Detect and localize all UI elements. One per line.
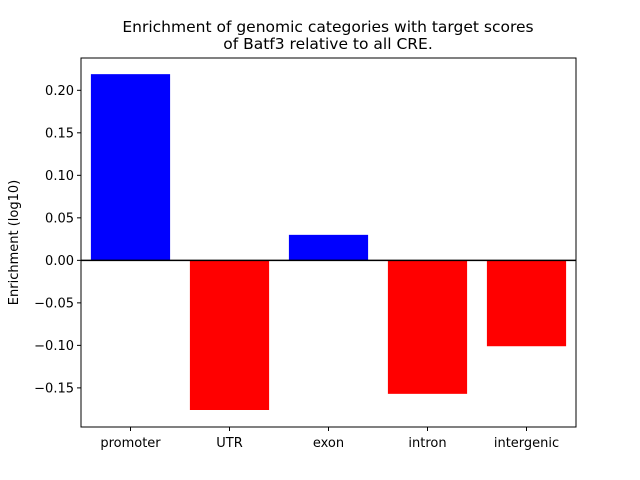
bar-intron	[387, 260, 468, 394]
bar-intergenic	[486, 260, 567, 347]
y-tick-label: 0.15	[45, 126, 74, 141]
bar-promoter	[90, 74, 171, 261]
x-tick-label-intron: intron	[408, 436, 446, 451]
chart-title: Enrichment of genomic categories with ta…	[122, 18, 533, 53]
y-tick-label: 0.00	[45, 254, 74, 269]
y-tick-label: −0.05	[34, 296, 74, 311]
y-tick-label: −0.10	[34, 339, 74, 354]
x-tick-label-promoter: promoter	[100, 436, 161, 451]
x-axis: promoter UTR exon intron intergenic	[100, 427, 559, 451]
bar-series	[90, 74, 567, 410]
y-tick-label: 0.20	[45, 84, 74, 99]
chart-title-line-2: of Batf3 relative to all CRE.	[223, 35, 433, 53]
x-tick-label-exon: exon	[313, 436, 344, 451]
y-tick-label: −0.15	[34, 381, 74, 396]
x-tick-label-intergenic: intergenic	[494, 436, 559, 451]
bar-UTR	[189, 260, 270, 410]
chart-title-line-1: Enrichment of genomic categories with ta…	[122, 18, 533, 36]
y-axis: −0.15 −0.10 −0.05 0.00 0.05 0.10 0.15 0.20	[34, 84, 81, 396]
y-axis-label: Enrichment (log10)	[7, 180, 22, 305]
y-tick-label: 0.05	[45, 211, 74, 226]
y-tick-label: 0.10	[45, 169, 74, 184]
bar-exon	[288, 234, 369, 261]
x-tick-label-UTR: UTR	[216, 436, 243, 451]
